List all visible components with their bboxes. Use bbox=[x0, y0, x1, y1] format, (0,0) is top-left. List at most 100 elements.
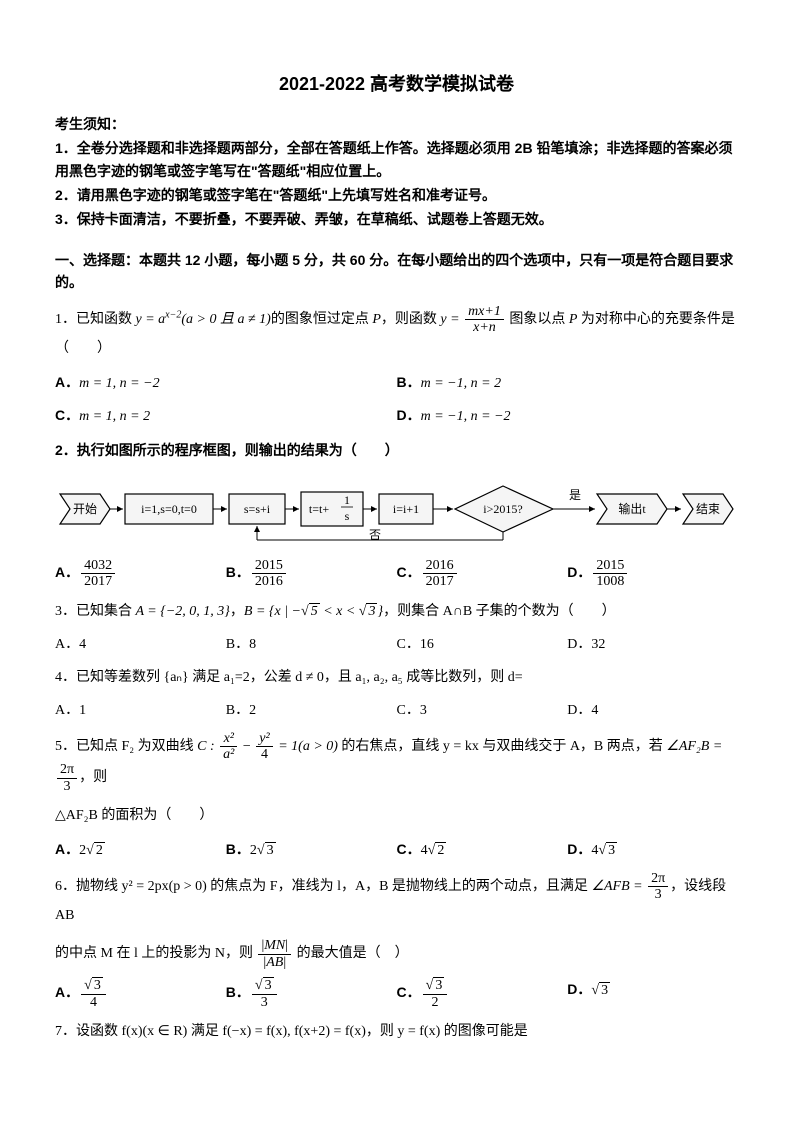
q1-func1: y = ax−2(a > 0 且 a ≠ 1) bbox=[136, 312, 271, 327]
q3-optB: B．8 bbox=[226, 634, 397, 656]
q2-optB-den: 2016 bbox=[252, 574, 286, 589]
question-5-line2: △AF₂B 的面积为（ ） bbox=[55, 802, 738, 830]
q1-optA: A．m = 1, n = −2 bbox=[55, 371, 397, 395]
q1-optB: B．m = −1, n = 2 bbox=[397, 371, 739, 395]
q2-optA-label: A． bbox=[55, 564, 79, 580]
q1-func2: y = bbox=[440, 312, 463, 327]
q3-B-mid: < x < bbox=[320, 604, 359, 619]
flow-step3: i=i+1 bbox=[393, 502, 419, 516]
q2-options: A．40322017 B．20152016 C．20162017 D．20151… bbox=[55, 558, 738, 590]
flow-step1: s=s+i bbox=[244, 502, 271, 516]
q1-options-row1: A．m = 1, n = −2 B．m = −1, n = 2 bbox=[55, 371, 738, 395]
instructions-header: 考生须知： bbox=[55, 113, 738, 135]
section-1-header: 一、选择题：本题共 12 小题，每小题 5 分，共 60 分。在每小题给出的四个… bbox=[55, 249, 738, 294]
q1-optB-label: B． bbox=[397, 374, 421, 390]
q3-suffix: ，则集合 A∩B 子集的个数为（ ） bbox=[383, 604, 616, 619]
q3-setB: B = {x | −5 < x < 3} bbox=[244, 604, 383, 619]
q5-optA-val: 22 bbox=[79, 843, 105, 858]
q6-optB: B．33 bbox=[226, 978, 397, 1010]
q2-optD-num: 2015 bbox=[593, 558, 627, 574]
q2-optA-num: 4032 bbox=[81, 558, 115, 574]
q4-optC: C．3 bbox=[397, 700, 568, 722]
q1-optB-val: m = −1, n = 2 bbox=[421, 376, 501, 391]
q6-optD-label: D． bbox=[567, 981, 591, 997]
q6-optC-label: C． bbox=[397, 984, 421, 1000]
q6-optC: C．32 bbox=[397, 978, 568, 1010]
flow-step2-num: 1 bbox=[344, 493, 350, 507]
q6-l2-suffix: 的最大值是（ ） bbox=[293, 947, 409, 962]
q1-optD-label: D． bbox=[397, 407, 421, 423]
q5-options: A．22 B．23 C．42 D．43 bbox=[55, 838, 738, 862]
question-2-stem: 2．执行如图所示的程序框图，则输出的结果为（ ） bbox=[55, 436, 738, 464]
question-1: 1．已知函数 y = ax−2(a > 0 且 a ≠ 1)的图象恒过定点 P，… bbox=[55, 304, 738, 364]
q4-optA: A．1 bbox=[55, 700, 226, 722]
q4-optB: B．2 bbox=[226, 700, 397, 722]
q1-P: P bbox=[372, 312, 381, 327]
q5-optA: A．22 bbox=[55, 838, 226, 862]
q6-l2-prefix: 的中点 M 在 l 上的投影为 N，则 bbox=[55, 947, 256, 962]
q5-optD-label: D． bbox=[567, 841, 591, 857]
q2-optD-label: D． bbox=[567, 564, 591, 580]
flow-output: 输出t bbox=[618, 501, 646, 516]
q2-optC: C．20162017 bbox=[397, 558, 568, 590]
flow-no: 否 bbox=[369, 528, 381, 542]
q6-ratio: |MN||AB| bbox=[258, 938, 291, 970]
q1-optD: D．m = −1, n = −2 bbox=[397, 404, 739, 428]
q6-angle: ∠AFB = bbox=[591, 879, 646, 894]
q6-optC-den: 2 bbox=[423, 995, 448, 1010]
q1-optC-val: m = 1, n = 2 bbox=[79, 409, 150, 424]
q5-optC: C．42 bbox=[397, 838, 568, 862]
q5-optC-label: C． bbox=[397, 841, 421, 857]
q2-optD-den: 1008 bbox=[593, 574, 627, 589]
q6-optB-den: 3 bbox=[252, 995, 277, 1010]
q5-optB-label: B． bbox=[226, 841, 250, 857]
instruction-2: 2．请用黑色字迹的钢笔或签字笔在"答题纸"上先填写姓名和准考证号。 bbox=[55, 184, 738, 206]
flow-cond: i>2015? bbox=[483, 502, 522, 516]
q6-optA-label: A． bbox=[55, 984, 79, 1000]
q2-optC-num: 2016 bbox=[423, 558, 457, 574]
q2-optC-label: C． bbox=[397, 564, 421, 580]
q2-optD: D．20151008 bbox=[567, 558, 738, 590]
q5-mid1: 的右焦点，直线 y = kx 与双曲线交于 A，B 两点，若 bbox=[338, 739, 666, 754]
q5-optD: D．43 bbox=[567, 838, 738, 862]
question-6-line2: 的中点 M 在 l 上的投影为 N，则 |MN||AB| 的最大值是（ ） bbox=[55, 938, 738, 970]
flow-start: 开始 bbox=[73, 502, 97, 516]
question-7: 7．设函数 f(x)(x ∈ R) 满足 f(−x) = f(x), f(x+2… bbox=[55, 1018, 738, 1046]
q3-B-pre: B = {x | − bbox=[244, 604, 301, 619]
q5-suffix: ，则 bbox=[79, 771, 107, 786]
q5-angle: ∠AF₂B = bbox=[666, 739, 722, 754]
q1-optC-label: C． bbox=[55, 407, 79, 423]
q6-optD: D．3 bbox=[567, 978, 738, 1010]
q1-frac: mx+1x+n bbox=[465, 304, 504, 336]
q4-options: A．1 B．2 C．3 D．4 bbox=[55, 700, 738, 722]
q3-prefix: 3．已知集合 bbox=[55, 604, 136, 619]
flow-yes: 是 bbox=[569, 488, 581, 502]
flow-end: 结束 bbox=[696, 502, 720, 516]
q5-optB: B．23 bbox=[226, 838, 397, 862]
question-6: 6．抛物线 y² = 2px(p > 0) 的焦点为 F，准线为 l，A，B 是… bbox=[55, 871, 738, 931]
flow-step2-den: s bbox=[345, 509, 350, 523]
q1-mid1: 的图象恒过定点 bbox=[271, 312, 373, 327]
q3-optC: C．16 bbox=[397, 634, 568, 656]
q1-optA-label: A． bbox=[55, 374, 79, 390]
q4-optD: D．4 bbox=[567, 700, 738, 722]
q1-stem-prefix: 1．已知函数 bbox=[55, 312, 136, 327]
q1-optA-val: m = 1, n = −2 bbox=[79, 376, 159, 391]
q1-optD-val: m = −1, n = −2 bbox=[421, 409, 511, 424]
q5-optB-val: 23 bbox=[250, 843, 276, 858]
exam-title: 2021-2022 高考数学模拟试卷 bbox=[55, 70, 738, 99]
q6-prefix: 6．抛物线 y² = 2px(p > 0) 的焦点为 F，准线为 l，A，B 是… bbox=[55, 879, 591, 894]
q3-options: A．4 B．8 C．16 D．32 bbox=[55, 634, 738, 656]
q6-optA: A．34 bbox=[55, 978, 226, 1010]
q2-optB-num: 2015 bbox=[252, 558, 286, 574]
instruction-3: 3．保持卡面清洁，不要折叠，不要弄破、弄皱，在草稿纸、试题卷上答题无效。 bbox=[55, 208, 738, 230]
question-4: 4．已知等差数列 {aₙ} 满足 a₁=2，公差 d ≠ 0，且 a₁, a₂,… bbox=[55, 664, 738, 692]
q5-optD-val: 43 bbox=[591, 843, 617, 858]
q6-options: A．34 B．33 C．32 D．3 bbox=[55, 978, 738, 1010]
instruction-1: 1．全卷分选择题和非选择题两部分，全部在答题纸上作答。选择题必须用 2B 铅笔填… bbox=[55, 137, 738, 182]
q3-optD: D．32 bbox=[567, 634, 738, 656]
question-5: 5．已知点 F₂ 为双曲线 C : x²a² − y²4 = 1(a > 0) … bbox=[55, 731, 738, 795]
flowchart: 开始 i=1,s=0,t=0 s=s+i t=t+ 1 s i=i+1 i>20… bbox=[55, 474, 735, 544]
q5-eq: C : bbox=[197, 739, 218, 754]
q6-optA-den: 4 bbox=[81, 995, 106, 1010]
